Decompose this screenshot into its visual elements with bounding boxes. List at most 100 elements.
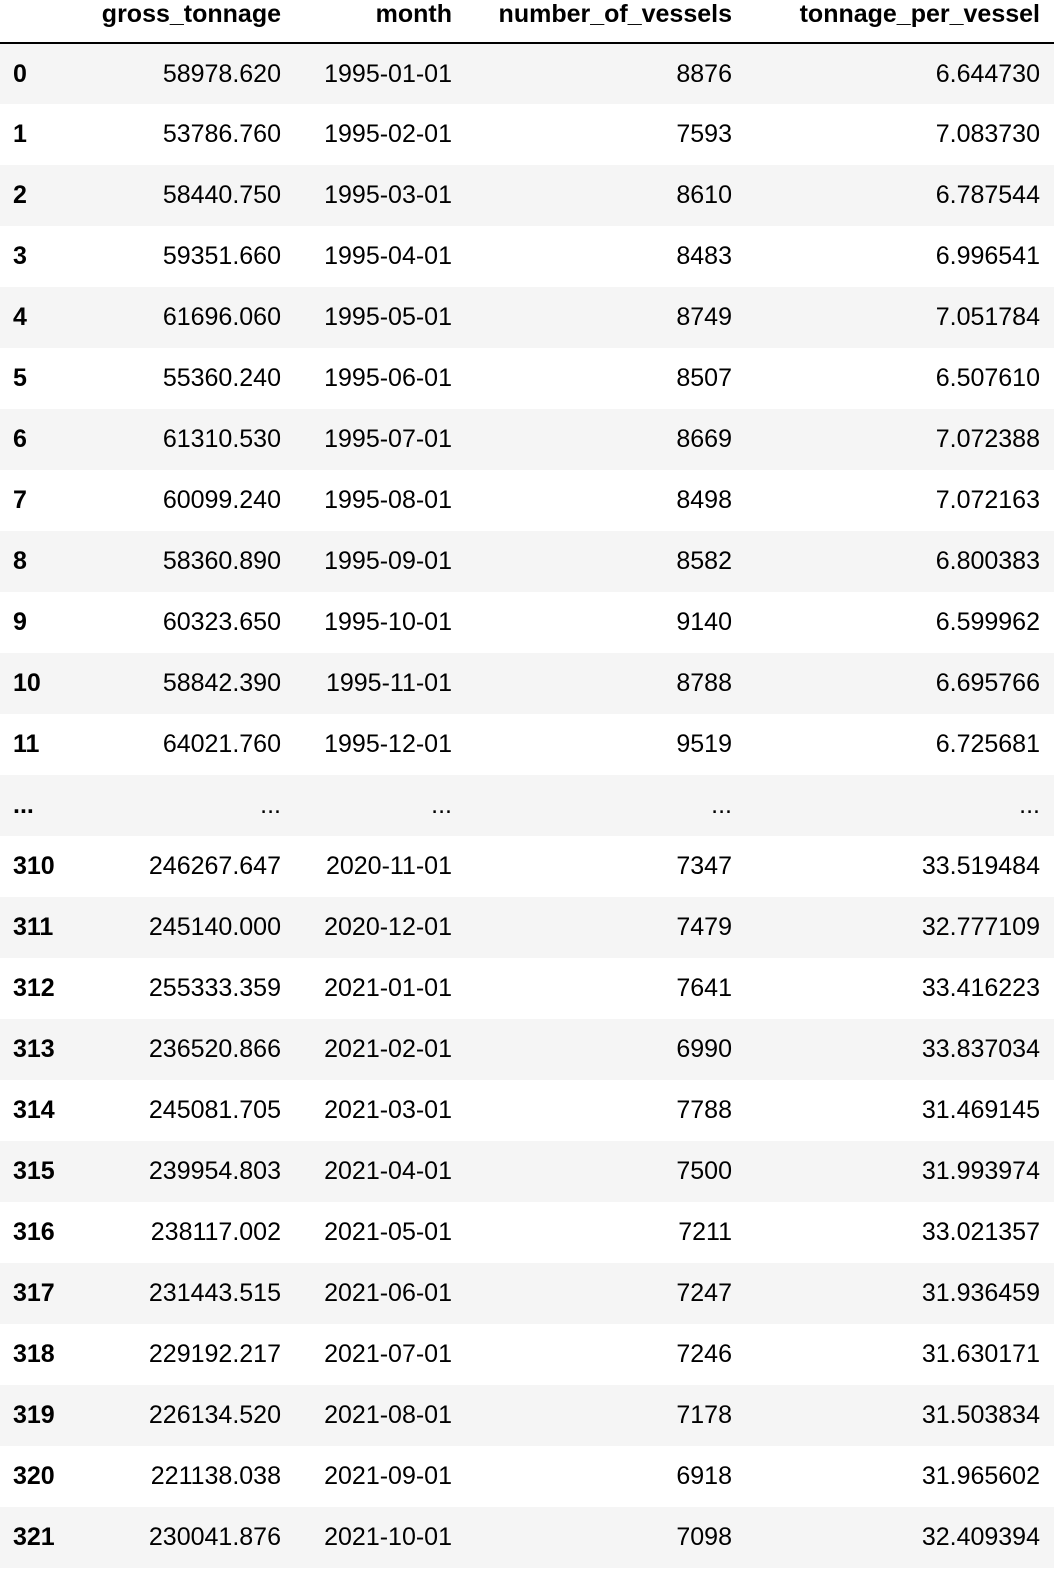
row-index: 321 [13,1523,55,1551]
tonnage-per-vessel-cell: 31.993974 [921,1157,1040,1185]
row-index: 315 [13,1157,55,1185]
gross-tonnage-cell: 60099.240 [162,486,281,514]
month-cell: 2021-05-01 [324,1218,452,1246]
table-row: 9 60323.650 1995-10-01 9140 6.599962 [0,592,1054,653]
table-row: 316 238117.002 2021-05-01 7211 33.021357 [0,1202,1054,1263]
row-index: 317 [13,1279,55,1307]
table-row: 311 245140.000 2020-12-01 7479 32.777109 [0,897,1054,958]
month-cell: 1995-06-01 [324,364,452,392]
row-index: 318 [13,1340,55,1368]
month-cell: 1995-05-01 [324,303,452,331]
gross-tonnage-cell: 245081.705 [148,1096,281,1124]
table-row: 6 61310.530 1995-07-01 8669 7.072388 [0,409,1054,470]
number-of-vessels-cell: 8669 [676,425,732,453]
number-of-vessels-cell: 7788 [676,1096,732,1124]
tonnage-per-vessel-cell: 7.072163 [935,486,1040,514]
gross-tonnage-cell: 229192.217 [148,1340,281,1368]
row-index: 4 [13,303,27,331]
month-column-header: month [295,0,466,44]
gross-tonnage-cell: 245140.000 [148,913,281,941]
number-of-vessels-cell: 6918 [676,1462,732,1490]
month-cell: 2021-06-01 [324,1279,452,1307]
gross-tonnage-cell: 255333.359 [148,974,281,1002]
row-index: 2 [13,181,27,209]
month-cell: 1995-03-01 [324,181,452,209]
number-of-vessels-cell: 7641 [676,974,732,1002]
month-cell: 2021-07-01 [324,1340,452,1368]
tonnage-per-vessel-cell: 6.507610 [935,364,1040,392]
number-of-vessels-cell: ... [711,791,732,819]
row-index: 10 [13,669,41,697]
row-index: 7 [13,486,27,514]
number-of-vessels-cell: 7178 [676,1401,732,1429]
gross-tonnage-cell: 55360.240 [162,364,281,392]
gross-tonnage-column-header: gross_tonnage [78,0,295,44]
row-index: 314 [13,1096,55,1124]
tonnage-per-vessel-cell: 6.725681 [935,730,1040,758]
table-row: 10 58842.390 1995-11-01 8788 6.695766 [0,653,1054,714]
number-of-vessels-cell: 8507 [676,364,732,392]
table-row: 4 61696.060 1995-05-01 8749 7.051784 [0,287,1054,348]
tonnage-per-vessel-cell: 31.503834 [921,1401,1040,1429]
tonnage-per-vessel-cell: 6.695766 [935,669,1040,697]
month-cell: 1995-01-01 [324,59,452,88]
number-of-vessels-cell: 8788 [676,669,732,697]
table-row: 313 236520.866 2021-02-01 6990 33.837034 [0,1019,1054,1080]
tonnage-per-vessel-cell: 6.787544 [935,181,1040,209]
number-of-vessels-cell: 7500 [676,1157,732,1185]
number-of-vessels-cell: 7211 [678,1218,732,1246]
table-row: 312 255333.359 2021-01-01 7641 33.416223 [0,958,1054,1019]
table-row: 8 58360.890 1995-09-01 8582 6.800383 [0,531,1054,592]
number-of-vessels-cell: 8610 [676,181,732,209]
gross-tonnage-cell: 238117.002 [150,1218,281,1246]
row-index: 3 [13,242,27,270]
gross-tonnage-cell: 236520.866 [148,1035,281,1063]
header-row: gross_tonnage month number_of_vessels to… [0,0,1054,44]
row-index: 319 [13,1401,55,1429]
month-cell: 1995-04-01 [324,242,452,270]
gross-tonnage-cell: 231443.515 [148,1279,281,1307]
tonnage-per-vessel-cell: 32.409394 [921,1523,1040,1551]
table-row: 318 229192.217 2021-07-01 7246 31.630171 [0,1324,1054,1385]
row-index: ... [13,791,34,819]
number-of-vessels-column-header: number_of_vessels [466,0,746,44]
gross-tonnage-cell: 58440.750 [162,181,281,209]
gross-tonnage-cell: 226134.520 [148,1401,281,1429]
number-of-vessels-cell: 7593 [676,120,732,148]
table-row: 317 231443.515 2021-06-01 7247 31.936459 [0,1263,1054,1324]
row-index: 310 [13,852,55,880]
month-cell: 2021-10-01 [324,1523,452,1551]
ellipsis-row: ............... [0,775,1054,836]
month-cell: 2020-12-01 [324,913,452,941]
month-cell: 2021-01-01 [324,974,452,1002]
row-index: 6 [13,425,27,453]
tonnage-per-vessel-cell: 33.519484 [921,852,1040,880]
table-row: 314 245081.705 2021-03-01 7788 31.469145 [0,1080,1054,1141]
number-of-vessels-cell: 7247 [676,1279,732,1307]
number-of-vessels-cell: 7098 [676,1523,732,1551]
number-of-vessels-cell: 9140 [676,608,732,636]
number-of-vessels-cell: 7347 [676,852,732,880]
row-index: 0 [13,59,27,88]
gross-tonnage-cell: 230041.876 [148,1523,281,1551]
month-cell: 2021-03-01 [324,1096,452,1124]
gross-tonnage-cell: ... [260,791,281,819]
gross-tonnage-cell: 221138.038 [150,1462,281,1490]
month-cell: 1995-11-01 [325,669,452,697]
gross-tonnage-cell: 58842.390 [162,669,281,697]
month-cell: 1995-09-01 [324,547,452,575]
gross-tonnage-cell: 59351.660 [162,242,281,270]
tonnage-per-vessel-cell: 6.599962 [935,608,1040,636]
row-index: 316 [13,1218,55,1246]
gross-tonnage-cell: 60323.650 [162,608,281,636]
number-of-vessels-cell: 9519 [676,730,732,758]
gross-tonnage-cell: 246267.647 [148,852,281,880]
tonnage-per-vessel-cell: 31.630171 [921,1340,1040,1368]
number-of-vessels-cell: 7479 [676,913,732,941]
number-of-vessels-cell: 8876 [676,59,732,88]
row-index: 5 [13,364,27,392]
gross-tonnage-cell: 64021.760 [162,730,281,758]
table-row: 2 58440.750 1995-03-01 8610 6.787544 [0,165,1054,226]
table-row: 315 239954.803 2021-04-01 7500 31.993974 [0,1141,1054,1202]
